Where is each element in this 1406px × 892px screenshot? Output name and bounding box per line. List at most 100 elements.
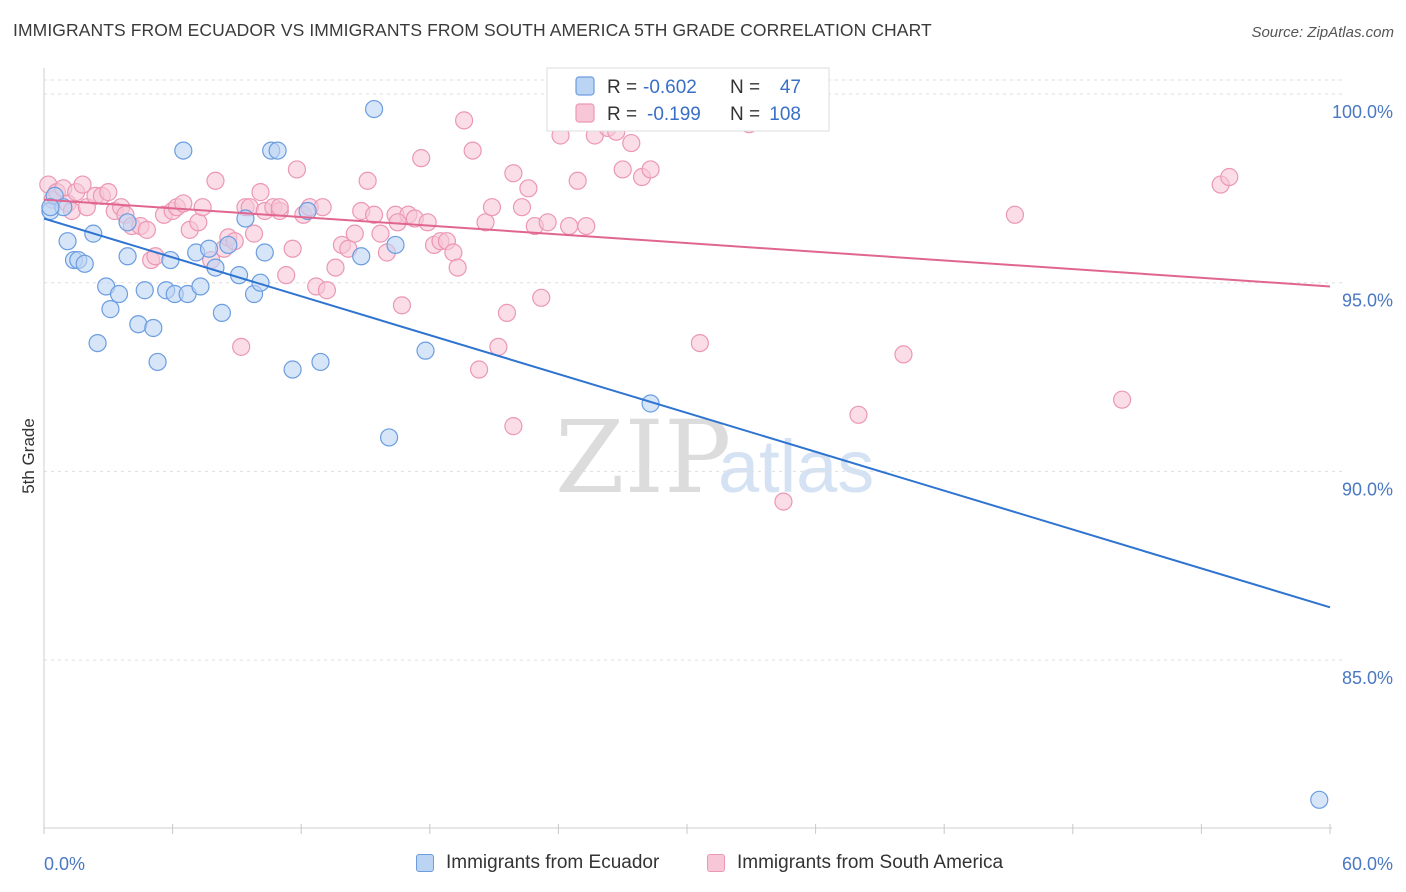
south-america-point-61 [412, 149, 431, 168]
south-america-point-79 [532, 288, 551, 307]
grid-lines [44, 79, 1345, 661]
south-america-point-69 [463, 141, 482, 160]
watermark: ZIP atlas [555, 399, 874, 516]
ecuador-point-45 [41, 198, 60, 217]
south-america-point-28 [206, 171, 225, 190]
ecuador-point-3 [58, 232, 77, 251]
ecuador-point-38 [352, 247, 371, 266]
ecuador-point-26 [212, 303, 231, 322]
bottom-legend-label-ecuador: Immigrants from Ecuador [446, 852, 660, 873]
south-america-point-75 [504, 417, 523, 436]
ecuador-point-27 [219, 235, 238, 255]
south-america-point-103 [1220, 167, 1239, 187]
ecuador-point-31 [251, 273, 270, 292]
south-america-point-80 [538, 213, 557, 232]
ecuador-point-24 [199, 239, 219, 258]
trend-lines [43, 198, 1331, 609]
legend-n-value-1: 47 [780, 77, 801, 98]
ecuador-point-8 [88, 333, 107, 353]
legend-n-value-2: 108 [769, 104, 801, 125]
south-america-point-71 [476, 213, 495, 232]
bottom-legend-label-south-america: Immigrants from South America [737, 852, 1004, 873]
south-america-point-91 [641, 160, 660, 179]
source-note: Source: ZipAtlas.com [1251, 24, 1394, 41]
ecuador-point-10 [101, 300, 120, 319]
south-america-point-70 [469, 360, 489, 379]
legend-r-value-2: -0.199 [647, 104, 701, 125]
south-america-point-47 [317, 281, 337, 300]
legend-swatch-south-america [575, 103, 595, 123]
ecuador-point-32 [255, 243, 274, 262]
south-america-point-88 [613, 160, 632, 179]
ecuador-point-44 [1310, 790, 1329, 809]
south-america-point-54 [364, 205, 384, 224]
legend-swatch-ecuador [575, 76, 595, 96]
legend-n-label-2: N = [730, 104, 760, 125]
y-tick-label-1: 95.0% [1342, 291, 1393, 311]
south-america-point-42 [287, 160, 307, 179]
ecuador-point-34 [268, 141, 287, 160]
south-america-point-67 [448, 258, 467, 277]
south-america-point-35 [244, 224, 264, 243]
ecuador-point-36 [298, 201, 317, 221]
ecuador-point-37 [311, 352, 330, 372]
ecuador-point-40 [379, 428, 399, 447]
south-america-point-98 [849, 405, 868, 424]
ecuador-point-35 [283, 360, 302, 379]
ecuador-point-41 [386, 235, 405, 255]
bottom-legend-swatch-ecuador [416, 854, 434, 872]
south-america-point-100 [1005, 205, 1025, 224]
legend-r-label-2: R = [607, 104, 637, 125]
south-america-point-89 [622, 133, 641, 153]
ecuador-point-23 [191, 277, 210, 296]
ecuador-point-16 [148, 352, 167, 372]
south-america-point-74 [497, 303, 517, 322]
south-america-point-40 [277, 266, 296, 285]
ecuador-point-12 [118, 247, 137, 266]
ecuador-point-11 [109, 284, 129, 304]
axes [43, 68, 1332, 829]
south-america-point-26 [193, 198, 212, 217]
ecuador-point-15 [144, 318, 163, 338]
south-america-point-25 [189, 213, 208, 232]
south-america-point-41 [283, 239, 302, 258]
south-america-point-46 [313, 198, 332, 217]
ecuador-point-6 [75, 254, 94, 273]
ecuador-point-14 [135, 281, 154, 300]
watermark-atlas: atlas [718, 425, 874, 508]
south-america-point-58 [392, 296, 412, 315]
y-tick-label-0: 100.0% [1332, 102, 1393, 122]
chart-title: IMMIGRANTS FROM ECUADOR VS IMMIGRANTS FR… [13, 20, 932, 40]
south-america-point-84 [577, 216, 596, 236]
south-america-point-17 [137, 220, 156, 239]
south-america-point-7 [73, 175, 92, 194]
ecuador-point-39 [364, 99, 384, 119]
legend: R = -0.602 N = 47 R = -0.199 N = 108 [546, 67, 830, 132]
south-america-point-76 [512, 198, 532, 217]
x-tick-label-max: 60.0% [1342, 854, 1393, 874]
south-america-point-77 [519, 179, 538, 198]
bottom-legend: Immigrants from Ecuador Immigrants from … [0, 852, 1406, 878]
bottom-legend-swatch-south-america [707, 854, 725, 872]
south-america-point-72 [482, 198, 502, 217]
ecuador-point-42 [416, 341, 435, 360]
south-america-point-62 [418, 213, 437, 232]
x-tick-label-min: 0.0% [44, 854, 85, 874]
south-america-point-99 [894, 345, 913, 364]
y-axis-tick-labels: 100.0% 95.0% 90.0% 85.0% [1332, 102, 1393, 688]
south-america-point-101 [1112, 390, 1132, 409]
ecuador-point-46 [118, 213, 137, 232]
south-america-point-73 [489, 337, 508, 356]
south-america-point-107 [270, 198, 289, 217]
ecuador-point-20 [174, 141, 193, 160]
south-america-point-96 [774, 492, 793, 511]
south-america-point-51 [345, 224, 364, 243]
south-america-point-36 [251, 183, 270, 202]
x-axis-ticks [43, 824, 1331, 834]
south-america-point-32 [232, 337, 251, 356]
south-america-point-82 [560, 216, 579, 236]
south-america-point-83 [568, 171, 587, 190]
legend-r-value-1: -0.602 [643, 77, 697, 98]
ecuador-point-13 [129, 315, 148, 334]
